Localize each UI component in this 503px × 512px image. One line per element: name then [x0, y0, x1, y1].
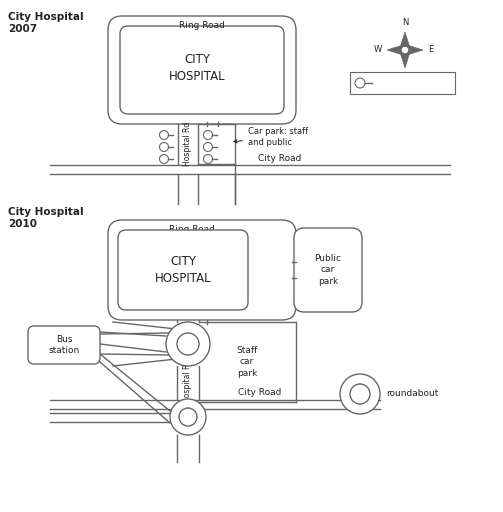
- Circle shape: [355, 78, 365, 88]
- Text: W: W: [374, 46, 382, 54]
- FancyBboxPatch shape: [294, 228, 362, 312]
- Circle shape: [159, 131, 169, 139]
- Circle shape: [159, 142, 169, 152]
- Polygon shape: [400, 32, 409, 50]
- FancyBboxPatch shape: [118, 230, 248, 310]
- FancyBboxPatch shape: [108, 220, 296, 320]
- Text: City Hospital: City Hospital: [8, 207, 83, 217]
- FancyBboxPatch shape: [28, 326, 100, 364]
- Polygon shape: [400, 50, 409, 68]
- Circle shape: [166, 322, 210, 366]
- Text: Car park: staff
and public: Car park: staff and public: [234, 127, 308, 147]
- Text: Staff
car
park: Staff car park: [236, 346, 258, 378]
- Circle shape: [340, 374, 380, 414]
- FancyBboxPatch shape: [108, 16, 296, 124]
- Text: 2007: 2007: [8, 24, 37, 34]
- Text: Bus stop: Bus stop: [376, 78, 415, 88]
- Circle shape: [350, 384, 370, 404]
- Text: City Hospital: City Hospital: [8, 12, 83, 22]
- Text: N: N: [402, 18, 408, 27]
- Text: S: S: [402, 73, 407, 82]
- Text: Ring Road: Ring Road: [169, 225, 215, 234]
- Circle shape: [204, 142, 212, 152]
- Circle shape: [177, 333, 199, 355]
- FancyBboxPatch shape: [120, 26, 284, 114]
- Circle shape: [170, 399, 206, 435]
- Text: Hospital Rd: Hospital Rd: [184, 122, 193, 166]
- Polygon shape: [387, 46, 405, 54]
- Circle shape: [204, 131, 212, 139]
- Bar: [350, 72, 455, 94]
- Circle shape: [204, 155, 212, 163]
- Circle shape: [179, 408, 197, 426]
- Circle shape: [401, 47, 408, 54]
- Text: City Road: City Road: [259, 154, 302, 163]
- Text: Bus
station: Bus station: [48, 335, 79, 355]
- Text: 2010: 2010: [8, 219, 37, 229]
- Text: Public
car
park: Public car park: [314, 254, 342, 286]
- Text: roundabout: roundabout: [386, 390, 439, 398]
- Text: Ring Road: Ring Road: [179, 21, 225, 30]
- Text: Hospital Rd: Hospital Rd: [184, 359, 193, 403]
- Text: E: E: [428, 46, 433, 54]
- Text: CITY
HOSPITAL: CITY HOSPITAL: [169, 53, 225, 83]
- Polygon shape: [405, 46, 423, 54]
- Circle shape: [159, 155, 169, 163]
- Text: City Road: City Road: [238, 388, 282, 397]
- Text: CITY
HOSPITAL: CITY HOSPITAL: [155, 255, 211, 285]
